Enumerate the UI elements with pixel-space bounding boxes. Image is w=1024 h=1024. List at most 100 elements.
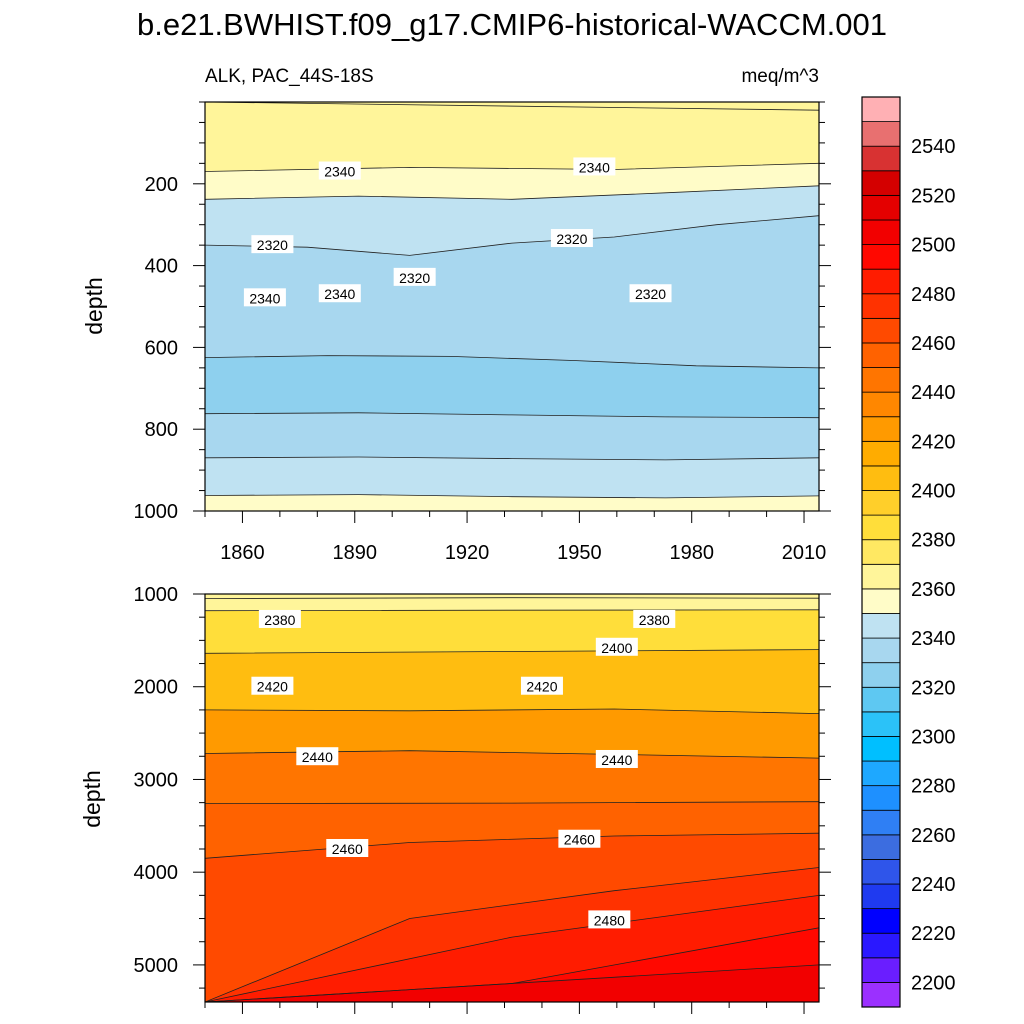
- contour-label: 2380: [633, 609, 676, 628]
- upper-left-label: ALK, PAC_44S-18S: [205, 66, 374, 87]
- x-tick-label: 1860: [220, 542, 265, 564]
- colorbar-tick-label: 2220: [911, 923, 956, 945]
- lower-y-axis-label: depth: [79, 770, 105, 828]
- colorbar-swatch: [861, 588, 901, 614]
- contour-label-text: 2320: [399, 270, 430, 286]
- colorbar-tick-label: 2300: [911, 726, 956, 748]
- contour-line: [205, 215, 819, 256]
- colorbar-tick-label: 2240: [911, 874, 956, 896]
- contour-label: 2480: [588, 910, 631, 929]
- contour-label-box: [558, 829, 601, 848]
- colorbar-swatch: [861, 293, 901, 319]
- colorbar-tick-label: 2460: [911, 333, 956, 355]
- colorbar-tick-label: 2440: [911, 382, 956, 404]
- x-tick-label: 1890: [333, 542, 378, 564]
- contour-label-box: [318, 161, 361, 180]
- colorbar-swatch: [861, 367, 901, 393]
- lower-plot-area: 2380 2380 2400 2420 2420 2440 2440 2460 2460 2480: [205, 594, 819, 1002]
- colorbar-swatch: [861, 760, 901, 787]
- contour-label-text: 2460: [332, 841, 363, 857]
- contour-label-text: 2340: [324, 164, 355, 180]
- colorbar-tick-label: 2280: [911, 776, 956, 798]
- contour-label-box: [520, 676, 563, 695]
- colorbar: 2200 2220 2240 2260 2280 2300 2320 2340 2360 2380…: [861, 96, 956, 1008]
- colorbar-swatch: [861, 883, 901, 910]
- contour-band-fill: [205, 494, 819, 511]
- colorbar-swatch: [861, 317, 901, 344]
- y-tick-label: 4000: [134, 862, 179, 884]
- contour-label-box: [296, 747, 339, 766]
- contour-label: 2320: [251, 235, 294, 254]
- contour-label-text: 2480: [594, 912, 625, 928]
- upper-plot-area: 2340 2340 2320 2320 2320 2320 2340 2340: [205, 102, 819, 511]
- colorbar-tick-label: 2500: [911, 235, 956, 257]
- y-tick-label: 1000: [134, 584, 179, 606]
- contour-line: [205, 964, 819, 1002]
- contour-label-box: [595, 749, 638, 768]
- colorbar-tick-label: 2480: [911, 284, 956, 306]
- colorbar-swatch: [861, 982, 901, 1008]
- contour-label-box: [595, 637, 638, 656]
- y-tick-label: 200: [145, 174, 178, 196]
- colorbar-swatch: [861, 268, 901, 295]
- y-tick-label: 2000: [134, 677, 179, 699]
- contour-label-text: 2380: [264, 612, 295, 628]
- x-tick-label: 2010: [782, 542, 827, 564]
- contour-line: [205, 162, 819, 172]
- plot-frame: [204, 593, 820, 1003]
- colorbar-swatch: [861, 465, 901, 491]
- colorbar-swatch: [861, 219, 901, 245]
- colorbar-swatch: [861, 686, 901, 713]
- colorbar-tick-label: 2540: [911, 136, 956, 158]
- colorbar-swatch: [861, 859, 901, 885]
- contour-label-text: 2320: [257, 237, 288, 253]
- colorbar-swatch: [861, 736, 901, 762]
- contour-line: [205, 597, 819, 599]
- y-tick-label: 400: [145, 256, 178, 278]
- contour-line: [205, 456, 819, 461]
- colorbar-swatch: [861, 662, 901, 688]
- colorbar-swatch: [861, 416, 901, 442]
- colorbar-tick-label: 2420: [911, 431, 956, 453]
- contour-label-box: [629, 284, 672, 303]
- contour-label-box: [251, 235, 294, 254]
- contour-label: 2440: [595, 749, 638, 768]
- contour-label-box: [393, 267, 436, 286]
- contour-line: [205, 801, 819, 804]
- x-tick-label: 1950: [557, 542, 602, 564]
- contour-line: [205, 102, 819, 111]
- contour-line: [205, 355, 819, 369]
- y-tick-label: 800: [145, 419, 178, 441]
- colorbar-tick-label: 2200: [911, 972, 956, 994]
- contour-label-text: 2320: [635, 286, 666, 302]
- contour-line: [205, 609, 819, 612]
- x-tick-label: 1980: [669, 542, 714, 564]
- contour-label-text: 2320: [556, 231, 587, 247]
- contour-label-box: [258, 609, 301, 628]
- colorbar-tick-label: 2520: [911, 185, 956, 207]
- contour-label: 2380: [258, 609, 301, 628]
- contour-label-box: [550, 229, 593, 248]
- colorbar-tick-label: 2400: [911, 481, 956, 503]
- contour-label-box: [326, 839, 369, 857]
- colorbar-swatch: [861, 244, 901, 270]
- contour-label: 2320: [629, 284, 672, 303]
- contour-label-box: [318, 284, 361, 303]
- lower-panel: depth 2380 2380 2400 2420 2420 2440 2440 2460 24…: [79, 584, 831, 1014]
- contour-label: 2400: [595, 637, 638, 656]
- contour-label: 2340: [573, 157, 616, 176]
- colorbar-tick-label: 2260: [911, 825, 956, 847]
- colorbar-swatch: [861, 514, 901, 541]
- contour-label: 2320: [550, 229, 593, 248]
- contour-label-text: 2340: [579, 159, 610, 175]
- colorbar-swatch: [861, 121, 901, 147]
- contour-label-text: 2440: [302, 749, 333, 765]
- colorbar-tick-label: 2320: [911, 677, 956, 699]
- y-tick-label: 1000: [134, 501, 179, 523]
- colorbar-swatch: [861, 908, 901, 934]
- contour-line: [205, 185, 819, 200]
- contour-label: 2420: [520, 676, 563, 695]
- contour-label: 2340: [318, 161, 361, 180]
- colorbar-swatch: [861, 785, 901, 811]
